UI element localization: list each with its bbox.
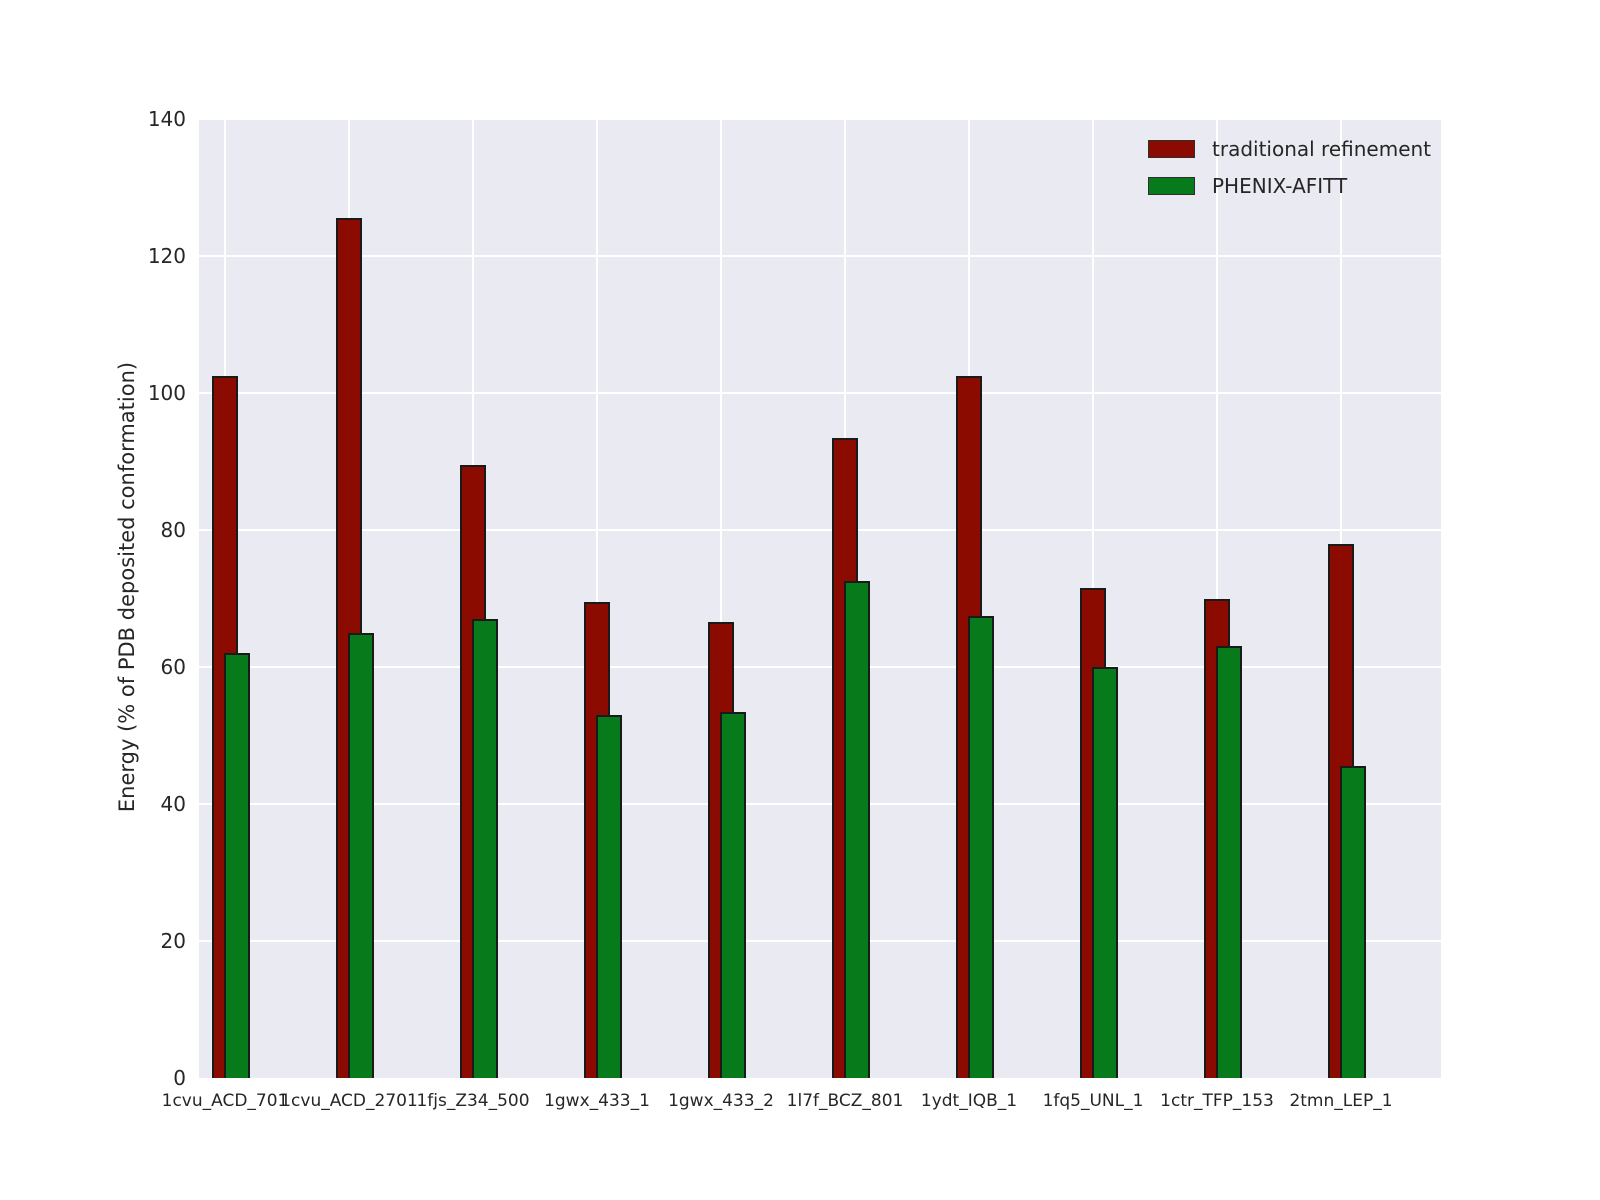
bar-phenix-1fq5_UNL_1 <box>1092 667 1118 1078</box>
bar-phenix-1fjs_Z34_500 <box>472 619 498 1078</box>
bar-phenix-1gwx_433_2 <box>720 711 746 1078</box>
y-tick-0: 0 <box>173 1066 186 1090</box>
y-axis-label: Energy (% of PDB deposited conformation) <box>115 361 139 813</box>
gridline-x-1gwx_433_2 <box>720 119 722 1078</box>
y-tick-140: 140 <box>147 107 186 131</box>
y-tick-100: 100 <box>147 381 186 405</box>
y-tick-120: 120 <box>147 244 186 268</box>
bar-phenix-1l7f_BCZ_801 <box>844 581 870 1078</box>
x-tick-2tmn_LEP_1: 2tmn_LEP_1 <box>1289 1091 1393 1111</box>
legend-label-phenix-afitt: PHENIX-AFITT <box>1212 174 1348 198</box>
plot-area <box>199 118 1441 1078</box>
y-tick-20: 20 <box>160 929 186 953</box>
gridline-y-40 <box>199 803 1441 805</box>
gridline-y-20 <box>199 940 1441 942</box>
x-tick-1ydt_IQB_1: 1ydt_IQB_1 <box>920 1091 1018 1111</box>
y-tick-40: 40 <box>160 792 186 816</box>
y-tick-60: 60 <box>160 655 186 679</box>
x-tick-1fq5_UNL_1: 1fq5_UNL_1 <box>1042 1091 1144 1111</box>
bar-phenix-1cvu_ACD_2701 <box>348 632 374 1078</box>
legend-swatch-phenix-afitt <box>1148 177 1195 195</box>
bar-phenix-1gwx_433_1 <box>596 714 622 1078</box>
bar-phenix-1cvu_ACD_701 <box>224 653 250 1078</box>
gridline-y-140 <box>199 118 1441 120</box>
bar-phenix-1ctr_TFP_153 <box>1216 646 1242 1078</box>
x-tick-1fjs_Z34_500: 1fjs_Z34_500 <box>416 1091 530 1111</box>
bar-phenix-2tmn_LEP_1 <box>1340 766 1366 1078</box>
x-tick-1l7f_BCZ_801: 1l7f_BCZ_801 <box>786 1091 904 1111</box>
x-tick-1cvu_ACD_2701: 1cvu_ACD_2701 <box>280 1091 418 1111</box>
x-tick-1ctr_TFP_153: 1ctr_TFP_153 <box>1160 1091 1274 1111</box>
x-tick-1cvu_ACD_701: 1cvu_ACD_701 <box>161 1091 289 1111</box>
x-tick-1gwx_433_2: 1gwx_433_2 <box>668 1091 774 1111</box>
gridline-y-100 <box>199 392 1441 394</box>
bar-phenix-1ydt_IQB_1 <box>968 615 994 1078</box>
legend-item-traditional-refinement: traditional refinement <box>1148 137 1431 161</box>
legend: traditional refinement PHENIX-AFITT <box>1148 137 1431 211</box>
legend-label-traditional-refinement: traditional refinement <box>1212 137 1432 161</box>
gridline-y-120 <box>199 255 1441 257</box>
x-tick-1gwx_433_1: 1gwx_433_1 <box>544 1091 650 1111</box>
gridline-y-80 <box>199 529 1441 531</box>
y-tick-80: 80 <box>160 518 186 542</box>
legend-swatch-traditional-refinement <box>1148 140 1195 158</box>
gridline-x-1gwx_433_1 <box>596 119 598 1078</box>
legend-item-phenix-afitt: PHENIX-AFITT <box>1148 174 1431 198</box>
gridline-y-60 <box>199 666 1441 668</box>
